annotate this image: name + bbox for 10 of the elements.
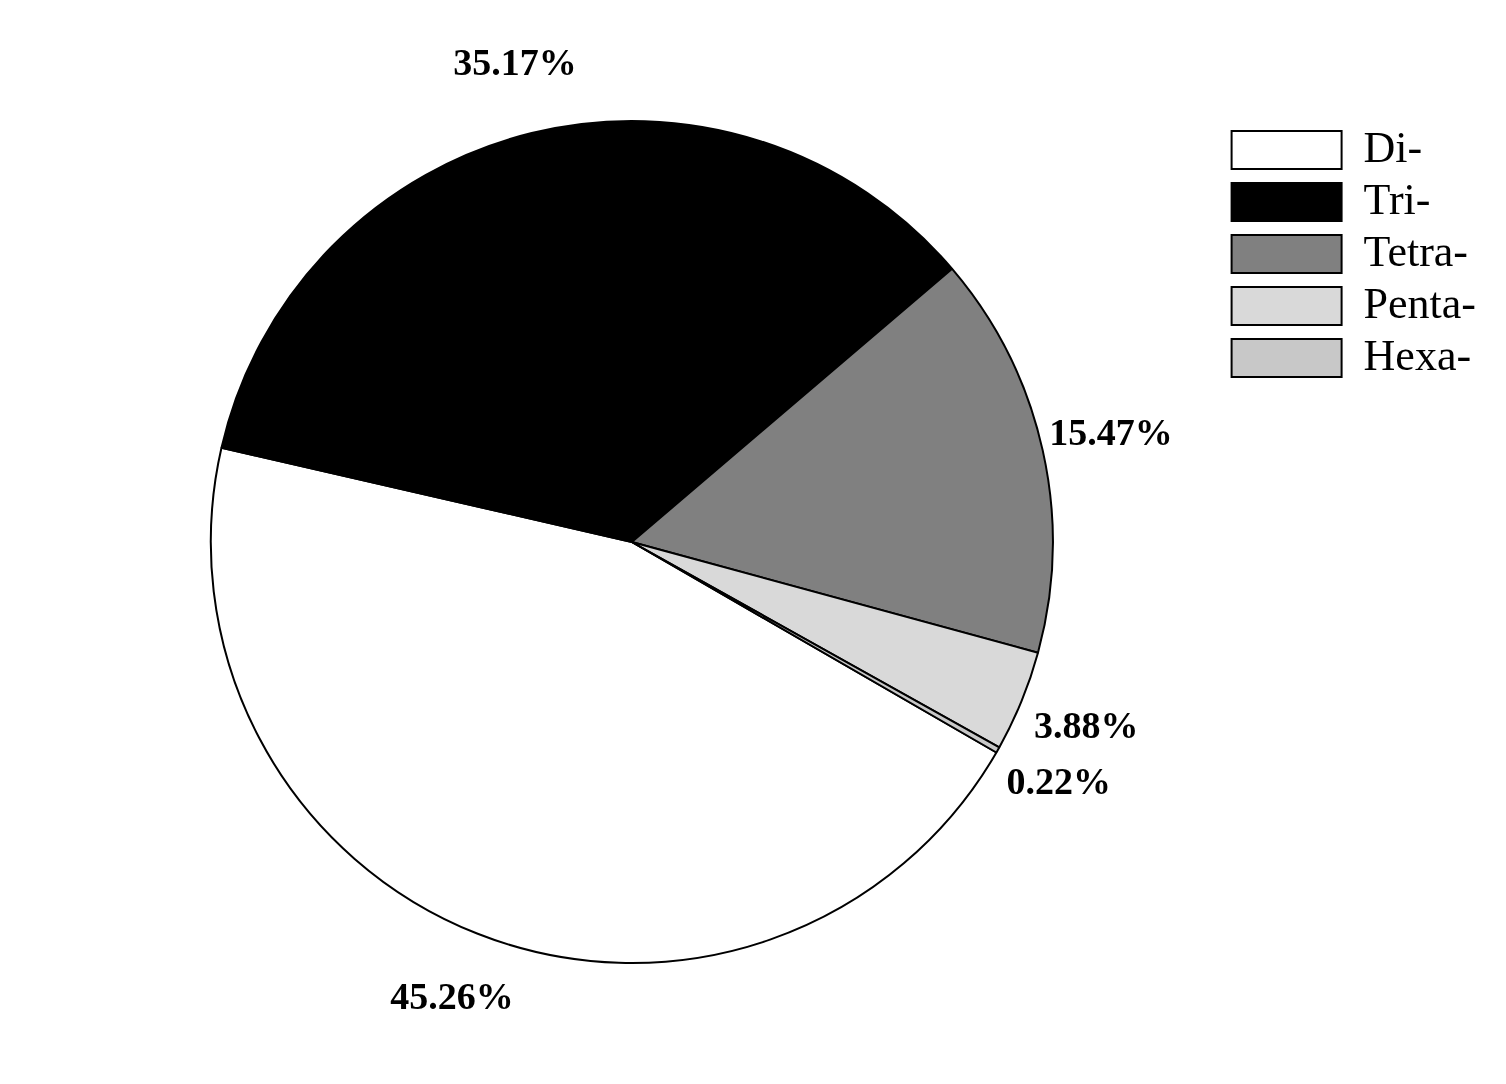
- legend-label: Tetra-: [1363, 226, 1468, 276]
- data-label: 3.88%: [1034, 703, 1139, 746]
- legend-label: Hexa-: [1363, 330, 1472, 380]
- data-label: 0.22%: [1006, 760, 1111, 803]
- data-label: 45.26%: [390, 974, 514, 1017]
- data-label: 15.47%: [1049, 410, 1173, 453]
- legend-label: Tri-: [1363, 174, 1431, 224]
- legend-label: Penta-: [1363, 278, 1476, 328]
- legend-label: Di-: [1363, 122, 1423, 172]
- data-label: 35.17%: [453, 40, 577, 83]
